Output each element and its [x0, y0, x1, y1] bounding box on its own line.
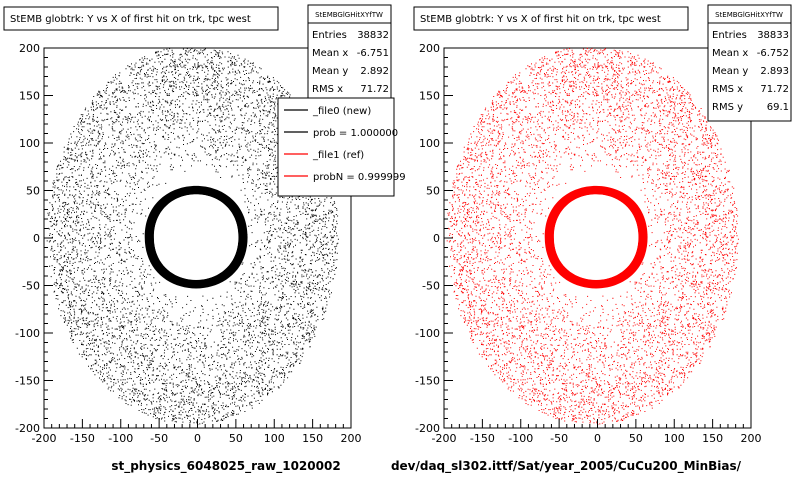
- y-tick-label: -100: [415, 327, 440, 340]
- scatter-mark: [446, 47, 739, 426]
- x-tick-label: 100: [264, 432, 285, 445]
- title-box: StEMB globtrk: Y vs X of first hit on tr…: [413, 6, 689, 31]
- stats-value: 71.72: [360, 84, 389, 95]
- title-box: StEMB globtrk: Y vs X of first hit on tr…: [3, 6, 279, 31]
- dense-ring: [144, 185, 248, 289]
- scatter-points: [46, 47, 339, 426]
- stats-label: Entries: [712, 30, 747, 41]
- stats-value: 38832: [357, 30, 389, 41]
- stats-name: StEMBGlGHitXYfTW: [315, 11, 383, 19]
- y-tick-label: 150: [19, 90, 40, 103]
- stats-box: StEMBGlGHitXYfTW Entries 38833 Mean x -6.75…: [707, 4, 792, 122]
- x-tick-label: -200: [432, 432, 457, 445]
- x-tick-label: 100: [664, 432, 685, 445]
- y-tick-label: 100: [419, 137, 440, 150]
- y-tick-label: 0: [433, 232, 440, 245]
- x-tick-label: 0: [594, 432, 601, 445]
- chart-title: StEMB globtrk: Y vs X of first hit on tr…: [420, 14, 661, 25]
- y-tick-label: 50: [426, 185, 440, 198]
- stats-value: 69.1: [767, 102, 789, 113]
- x-tick-label: 50: [229, 432, 243, 445]
- stats-value: -6.751: [357, 48, 389, 59]
- stats-label: Mean x: [312, 48, 348, 59]
- x-tick-label: -100: [508, 432, 533, 445]
- pad-left: -200 -150 -100 -50 0 50 100 150 200 -200 -150 -100 -…: [3, 4, 406, 474]
- axes: -200 -150 -100 -50 0 50 100 150 200 -200 -150 -100 -…: [15, 42, 361, 445]
- stats-label: RMS y: [712, 102, 743, 113]
- x-tick-label: 200: [341, 432, 362, 445]
- legend-label: probN = 0.999999: [313, 172, 406, 183]
- x-tick-label: -150: [470, 432, 495, 445]
- stats-value: 71.72: [760, 84, 789, 95]
- stats-label: RMS x: [312, 84, 343, 95]
- x-axis-label: dev/daq_sl302.ittf/Sat/year_2005/CuCu200…: [391, 459, 742, 474]
- legend-label: _file0 (new): [312, 106, 371, 117]
- stats-value: 38833: [757, 30, 789, 41]
- inner-hole: [553, 194, 639, 280]
- stats-value: -6.752: [757, 48, 789, 59]
- y-tick-label: -150: [415, 375, 440, 388]
- legend-label: prob = 1.000000: [313, 128, 398, 139]
- stats-name: StEMBGlGHitXYfTW: [715, 11, 783, 19]
- y-tick-label: 0: [33, 232, 40, 245]
- chart-title: StEMB globtrk: Y vs X of first hit on tr…: [10, 14, 251, 25]
- stats-rows: Entries 38832 Mean x -6.751 Mean y 2.892 RMS x…: [312, 30, 389, 95]
- stats-label: Mean y: [712, 66, 748, 77]
- stats-label: Mean y: [312, 66, 348, 77]
- x-axis-label: st_physics_6048025_raw_1020002: [111, 459, 340, 474]
- stats-label: Mean x: [712, 48, 748, 59]
- stats-box: StEMBGlGHitXYfTW Entries 38832 Mean x -6.75…: [307, 4, 392, 106]
- x-tick-label: -200: [32, 432, 57, 445]
- x-tick-label: 150: [302, 432, 323, 445]
- x-tick-label: 150: [702, 432, 723, 445]
- stats-value: 2.892: [360, 66, 389, 77]
- y-tick-label: 50: [26, 185, 40, 198]
- x-tick-label: 0: [194, 432, 201, 445]
- x-tick-label: -50: [550, 432, 568, 445]
- scatter-mark: [46, 47, 339, 426]
- dense-ring: [544, 185, 648, 289]
- y-tick-label: -50: [22, 280, 40, 293]
- axes: -200 -150 -100 -50 0 50 100 150 200 -200 -150 -100 -…: [415, 42, 761, 445]
- x-tick-label: 200: [741, 432, 762, 445]
- y-tick-label: 100: [19, 137, 40, 150]
- y-tick-label: -100: [15, 327, 40, 340]
- y-tick-label: 200: [19, 42, 40, 55]
- stats-label: RMS x: [712, 84, 743, 95]
- y-tick-label: -200: [15, 422, 40, 435]
- stats-rows: Entries 38833 Mean x -6.752 Mean y 2.893 RMS x…: [712, 30, 789, 113]
- scatter-points: [446, 47, 739, 426]
- x-tick-label: -50: [150, 432, 168, 445]
- legend-box: _file0 (new) prob = 1.000000 _file1 (ref) p…: [277, 97, 406, 197]
- pad-right: -200 -150 -100 -50 0 50 100 150 200 -200 -150 -100 -…: [391, 4, 792, 474]
- legend-label: _file1 (ref): [312, 150, 364, 161]
- x-tick-label: -100: [108, 432, 133, 445]
- x-tick-label: -150: [70, 432, 95, 445]
- stats-value: 2.893: [760, 66, 789, 77]
- y-tick-label: 200: [419, 42, 440, 55]
- y-tick-label: -200: [415, 422, 440, 435]
- x-tick-label: 50: [629, 432, 643, 445]
- stats-label: Entries: [312, 30, 347, 41]
- y-tick-label: -150: [15, 375, 40, 388]
- y-tick-label: -50: [422, 280, 440, 293]
- inner-hole: [153, 194, 239, 280]
- legend-rows: _file0 (new) prob = 1.000000 _file1 (ref) p…: [284, 106, 406, 183]
- y-tick-label: 150: [419, 90, 440, 103]
